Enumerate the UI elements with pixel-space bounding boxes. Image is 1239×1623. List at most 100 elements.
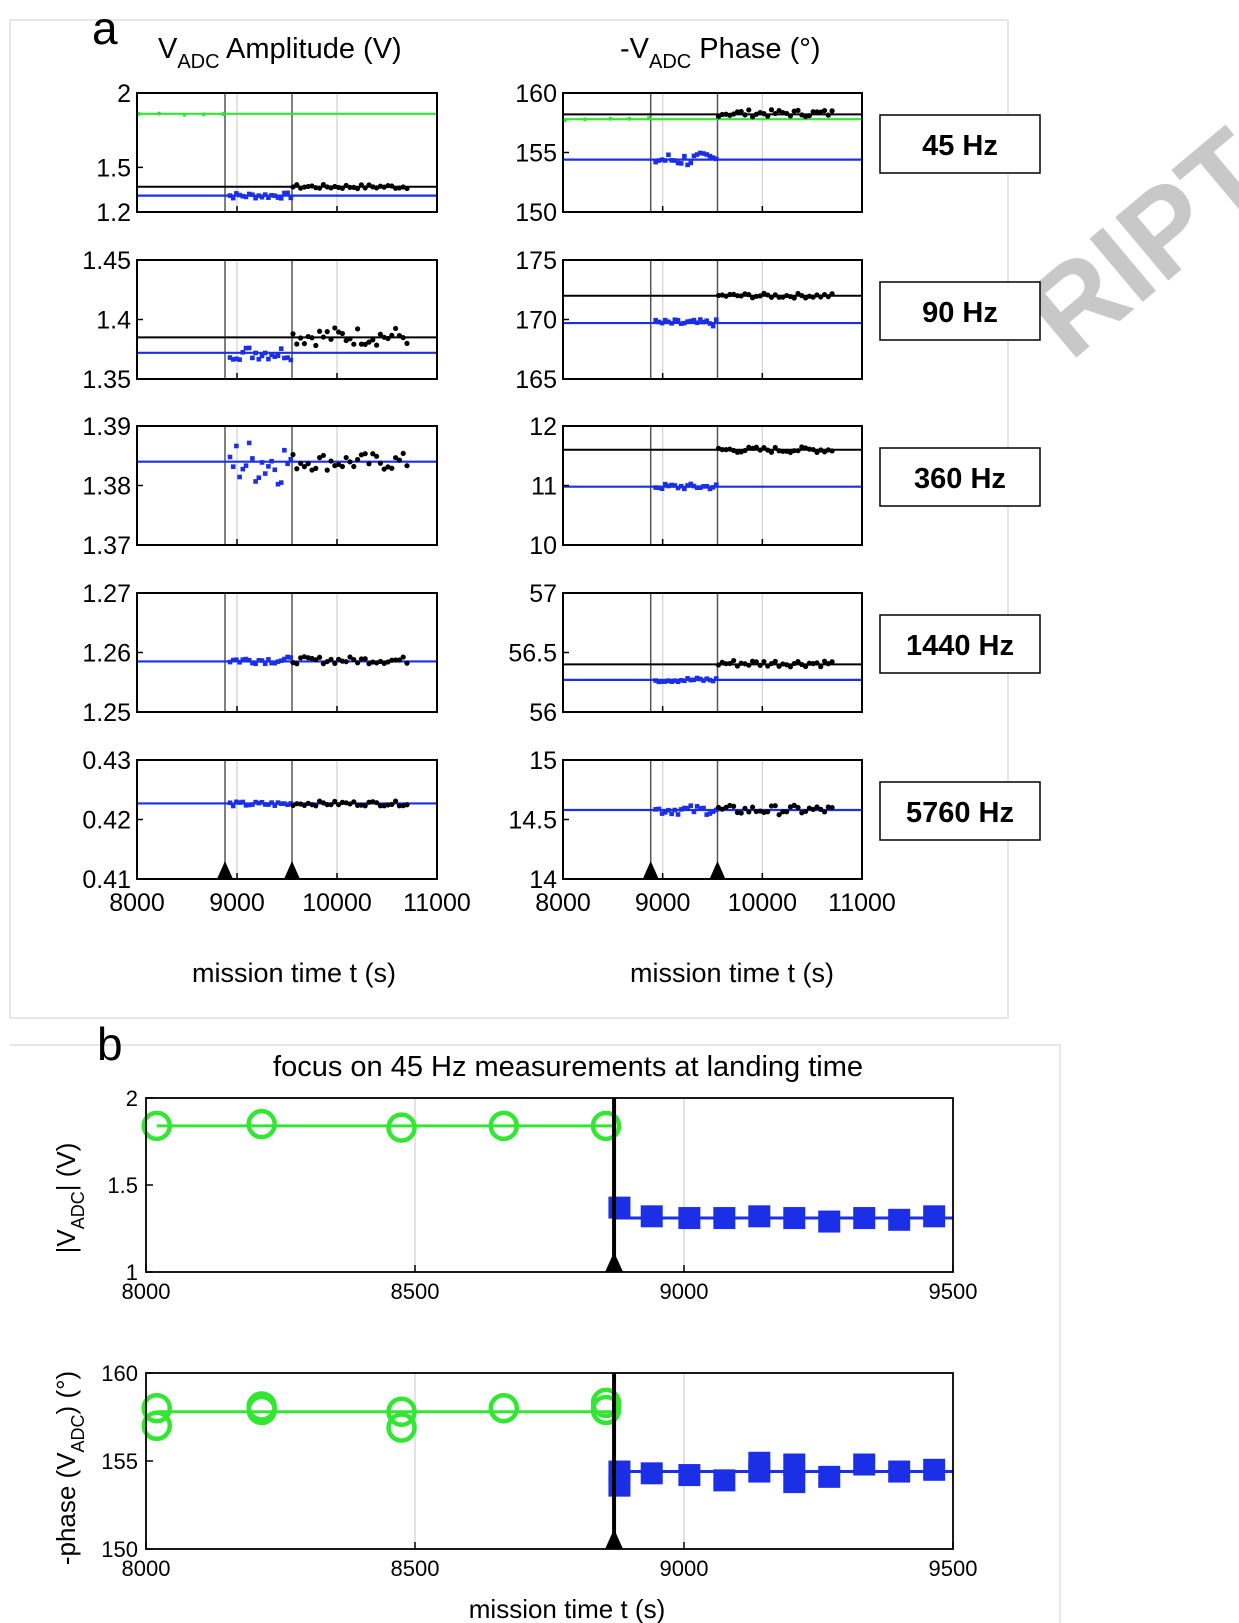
blue-point: [282, 190, 287, 196]
y-tick-label: 155: [101, 1449, 138, 1474]
black-point: [362, 656, 368, 662]
black-point: [362, 341, 368, 347]
blue-point: [227, 659, 233, 665]
black-point: [795, 804, 801, 811]
plot-amplitude-row-0: 2 1.5 1.2: [96, 80, 438, 227]
black-point: [351, 463, 357, 470]
black-point: [396, 803, 402, 809]
blue-point: [288, 655, 294, 660]
x-tick-label: 9000: [660, 1556, 709, 1581]
x-tick-label: 9500: [929, 1279, 978, 1304]
black-point: [731, 803, 737, 809]
blue-point: [688, 318, 694, 324]
black-point: [818, 806, 824, 812]
black-point: [715, 662, 722, 668]
plot-amplitude-row-3: 1.27 1.26 1.25: [82, 580, 438, 727]
black-point: [753, 444, 759, 450]
blue-point: [266, 464, 271, 469]
frequency-label: 45 Hz: [922, 130, 998, 162]
black-point: [389, 801, 395, 808]
black-point: [336, 802, 342, 808]
black-point: [343, 454, 349, 461]
blue-point: [240, 466, 246, 472]
blue-point: [666, 483, 671, 489]
blue-point: [675, 160, 681, 166]
blue-point: [682, 486, 687, 492]
blue-point: [227, 193, 233, 198]
blue-point: [243, 656, 249, 662]
black-point: [757, 662, 763, 668]
blue-point: [230, 195, 236, 201]
black-point: [825, 294, 831, 300]
blue-point: [748, 1205, 771, 1228]
blue-point: [234, 356, 239, 362]
blue-point: [818, 1465, 841, 1488]
black-point: [396, 457, 402, 463]
blue-point: [278, 346, 284, 351]
black-point: [290, 184, 296, 190]
black-point: [393, 325, 399, 332]
black-point: [829, 108, 835, 114]
blue-point: [783, 1453, 806, 1476]
blue-point: [662, 158, 668, 163]
frequency-label-box: 360 Hz: [879, 447, 1041, 507]
blue-point: [701, 319, 706, 325]
blue-point: [285, 190, 290, 196]
black-point: [290, 331, 296, 337]
x-tick-label: 11000: [403, 889, 471, 917]
black-point: [301, 341, 307, 347]
black-point: [806, 660, 812, 666]
blue-point: [237, 659, 242, 665]
green-point: [488, 1110, 520, 1142]
black-point: [746, 809, 752, 815]
black-point: [351, 799, 357, 805]
black-point: [347, 801, 353, 807]
black-point: [772, 444, 778, 451]
blue-point: [888, 1208, 911, 1231]
blue-point: [250, 660, 255, 666]
black-point: [749, 804, 756, 810]
y-tick-label: 155: [515, 140, 557, 168]
panel-a-letter: a: [92, 2, 118, 54]
black-point: [787, 113, 794, 119]
blue-point: [656, 319, 662, 325]
blue-point: [669, 321, 674, 326]
y-tick-label: 1.35: [82, 366, 131, 394]
blue-point: [240, 799, 246, 805]
blue-point: [253, 350, 258, 356]
blue-point: [691, 677, 697, 683]
blue-point: [682, 320, 687, 326]
black-point: [746, 107, 752, 113]
y-tick-label: 2: [117, 80, 131, 108]
blue-point: [694, 152, 700, 157]
green-point: [157, 111, 161, 116]
black-point: [324, 467, 330, 473]
blue-point: [269, 458, 274, 464]
black-point: [727, 291, 733, 298]
black-point: [377, 460, 383, 466]
black-point: [742, 447, 748, 454]
blue-point: [285, 461, 290, 467]
blue-point: [256, 475, 262, 481]
blue-point: [704, 152, 710, 157]
black-point: [336, 461, 342, 468]
blue-point: [688, 481, 694, 487]
blue-point: [259, 799, 265, 805]
blue-point: [694, 675, 700, 681]
blue-point: [227, 355, 233, 360]
green-point: [590, 1387, 622, 1419]
plot-phase-row-3: 57 56.5 56: [508, 580, 863, 727]
y-tick-label: 170: [515, 307, 557, 335]
blue-point: [659, 811, 665, 816]
blue-point: [253, 799, 258, 805]
green-point: [141, 1410, 173, 1442]
y-tick-label: 56: [529, 699, 557, 727]
blue-point: [691, 483, 697, 489]
blue-point: [701, 805, 706, 811]
blue-point: [656, 806, 662, 812]
blue-point: [234, 799, 239, 805]
green-point: [386, 1112, 417, 1143]
black-point: [358, 656, 364, 662]
